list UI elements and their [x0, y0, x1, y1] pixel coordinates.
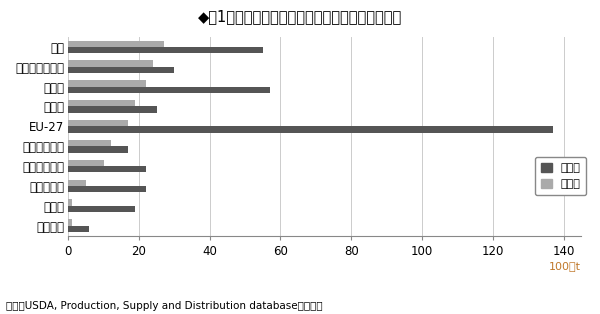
Bar — [68, 126, 553, 133]
Bar — [68, 47, 263, 53]
Bar — [68, 226, 89, 232]
Bar — [68, 166, 146, 172]
Text: 出所）USDA, Production, Supply and Distribution databaseより作成: 出所）USDA, Production, Supply and Distribu… — [6, 301, 323, 311]
Bar — [68, 180, 86, 186]
Bar — [68, 146, 128, 153]
Text: 100万t: 100万t — [549, 262, 581, 271]
Bar — [68, 41, 164, 47]
Bar — [68, 106, 157, 113]
Bar — [68, 87, 270, 93]
Bar — [68, 120, 128, 126]
Bar — [68, 186, 146, 192]
Bar — [68, 206, 136, 212]
Bar — [68, 219, 72, 226]
Bar — [68, 100, 136, 106]
Bar — [68, 199, 72, 206]
Bar — [68, 60, 153, 67]
Text: ◆図1　主な国の小麦輸出量と生産量に占める割合: ◆図1 主な国の小麦輸出量と生産量に占める割合 — [198, 9, 402, 24]
Bar — [68, 80, 146, 87]
Bar — [68, 140, 110, 146]
Legend: 生産量, 輸出量: 生産量, 輸出量 — [535, 157, 586, 195]
Bar — [68, 160, 104, 166]
Bar — [68, 67, 175, 73]
